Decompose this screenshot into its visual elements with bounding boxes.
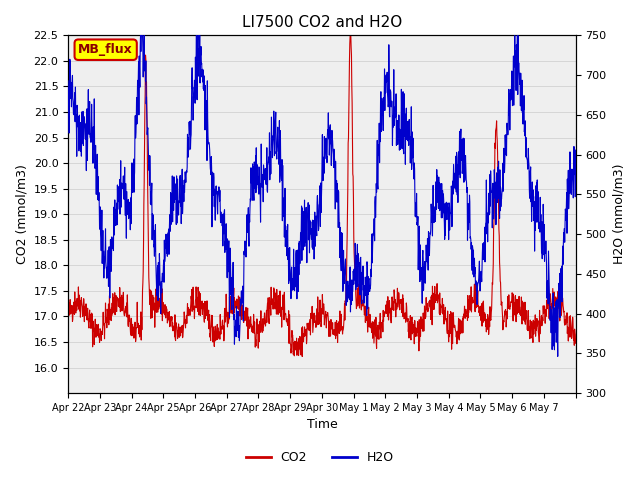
Y-axis label: CO2 (mmol/m3): CO2 (mmol/m3) [15, 164, 28, 264]
Title: LI7500 CO2 and H2O: LI7500 CO2 and H2O [242, 15, 402, 30]
Y-axis label: H2O (mmol/m3): H2O (mmol/m3) [612, 164, 625, 264]
Legend: CO2, H2O: CO2, H2O [241, 446, 399, 469]
X-axis label: Time: Time [307, 419, 337, 432]
Text: MB_flux: MB_flux [78, 43, 133, 56]
